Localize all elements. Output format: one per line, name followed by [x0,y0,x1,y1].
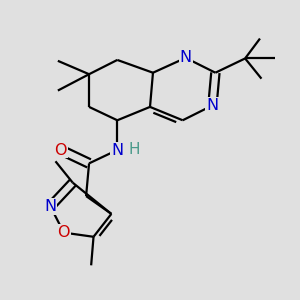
Text: H: H [129,142,140,157]
Text: O: O [58,225,70,240]
Text: N: N [180,50,192,65]
Text: N: N [111,142,123,158]
Text: N: N [44,199,56,214]
Text: O: O [55,142,67,158]
Text: N: N [206,98,218,113]
